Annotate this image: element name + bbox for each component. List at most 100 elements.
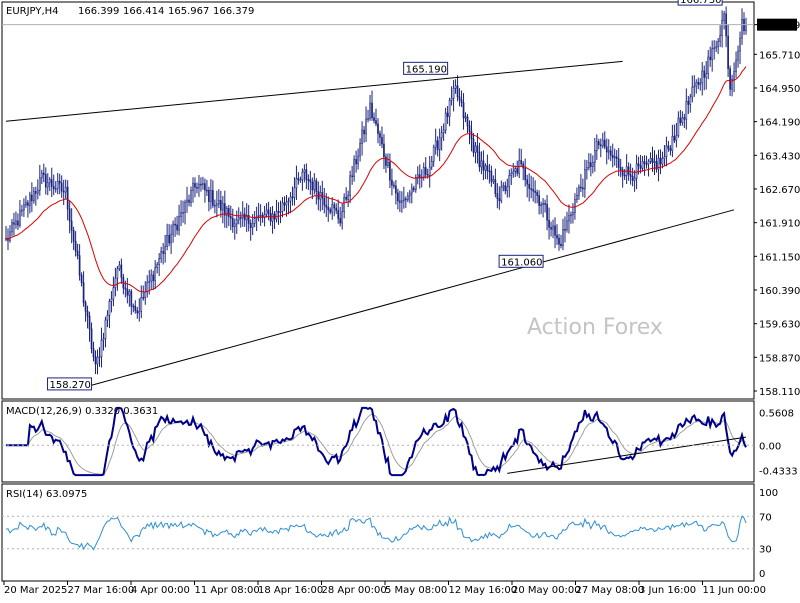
candle-body <box>548 219 550 228</box>
candle-body <box>637 163 640 167</box>
candle-body <box>478 151 481 168</box>
candle-body <box>671 135 674 151</box>
candle-body <box>355 159 357 165</box>
candle-body <box>130 291 133 307</box>
candle-body <box>367 118 369 120</box>
candle-body <box>229 216 232 219</box>
candle-body <box>42 172 45 175</box>
candle-body <box>506 186 509 192</box>
candle-body <box>512 171 515 174</box>
candle-body <box>126 288 129 296</box>
candle-body <box>182 212 184 214</box>
candle-body <box>365 118 367 135</box>
candle-body <box>164 246 166 254</box>
candle-body <box>562 229 564 246</box>
candle-body <box>247 214 250 224</box>
candle-body <box>94 356 97 365</box>
candle-body <box>591 162 594 167</box>
candle-body <box>353 159 355 177</box>
candle-body <box>494 179 497 195</box>
price-tick-label: 161.150 <box>759 252 800 263</box>
candle-body <box>699 82 702 85</box>
ohlc-low: 165.967 <box>168 6 209 17</box>
price-tick-label: 165.710 <box>759 50 800 61</box>
candle-body <box>448 100 451 117</box>
price-tick-label: 159.630 <box>759 320 800 331</box>
candle-body <box>675 135 678 141</box>
candle-body <box>731 78 733 90</box>
candle-body <box>227 208 230 217</box>
candle-body <box>391 179 393 186</box>
candle-body <box>383 143 385 158</box>
candle-body <box>597 141 600 146</box>
candle-body <box>667 145 670 149</box>
candle-body <box>474 145 477 153</box>
candle-body <box>647 161 650 165</box>
candle-body <box>192 183 194 191</box>
candle-body <box>309 179 312 183</box>
annotation-box <box>47 377 93 391</box>
candle-body <box>655 161 658 170</box>
time-tick-label: 27 Mar 16:00 <box>68 585 135 596</box>
candle-body <box>568 215 570 222</box>
candle-body <box>341 211 344 224</box>
candle-body <box>210 190 212 202</box>
candle-body <box>275 211 278 220</box>
candle-body <box>214 204 216 207</box>
candle-body <box>631 175 634 181</box>
candle-body <box>265 209 268 215</box>
macd-trendline <box>507 436 747 474</box>
candle-body <box>297 178 300 181</box>
price-tick-label: 158.110 <box>759 387 800 398</box>
candle-body <box>673 135 676 141</box>
candle-body <box>476 145 479 153</box>
price-tick-label: 161.910 <box>759 219 800 230</box>
rsi-pane-frame <box>1 483 755 582</box>
candle-body <box>106 314 109 321</box>
candle-body <box>289 196 292 202</box>
rsi-tick-label: 100 <box>759 488 778 499</box>
time-tick-label: 4 Apr 00:00 <box>131 585 190 596</box>
price-pane-frame <box>1 1 755 400</box>
candle-body <box>387 161 389 166</box>
candle-body <box>112 287 115 300</box>
candle-body <box>96 356 99 365</box>
candle-body <box>243 213 246 221</box>
candle-body <box>200 183 202 186</box>
candle-body <box>56 180 59 189</box>
candle-body <box>500 186 503 202</box>
candle-body <box>62 190 65 193</box>
price-tick-label: 166.379 <box>759 21 800 32</box>
candle-body <box>323 197 326 206</box>
candle-body <box>717 41 719 48</box>
candle-body <box>498 198 501 202</box>
candle-body <box>363 129 365 135</box>
candle-body <box>609 150 612 156</box>
candle-body <box>403 198 405 202</box>
candle-body <box>301 171 304 181</box>
candle-body <box>502 185 505 188</box>
candle-body <box>68 208 71 222</box>
time-tick-label: 11 Apr 08:00 <box>195 585 260 596</box>
candle-body <box>574 199 576 213</box>
candle-body <box>603 139 606 148</box>
candle-body <box>359 143 361 157</box>
rsi-tick-label: 0 <box>759 569 765 580</box>
candle-body <box>277 211 280 213</box>
rsi-tick-label: 70 <box>759 512 772 523</box>
candle-body <box>291 196 294 199</box>
candle-body <box>88 315 91 330</box>
candle-body <box>693 85 696 88</box>
candle-body <box>60 182 63 192</box>
candle-body <box>337 210 340 219</box>
candle-body <box>584 169 586 190</box>
candle-body <box>733 71 735 80</box>
candle-body <box>118 264 121 269</box>
time-tick-label: 18 Apr 16:00 <box>258 585 323 596</box>
candle-body <box>713 47 716 50</box>
moving-average-line <box>5 66 747 293</box>
candle-body <box>303 169 306 173</box>
candle-body <box>460 99 463 103</box>
candle-body <box>40 172 43 179</box>
